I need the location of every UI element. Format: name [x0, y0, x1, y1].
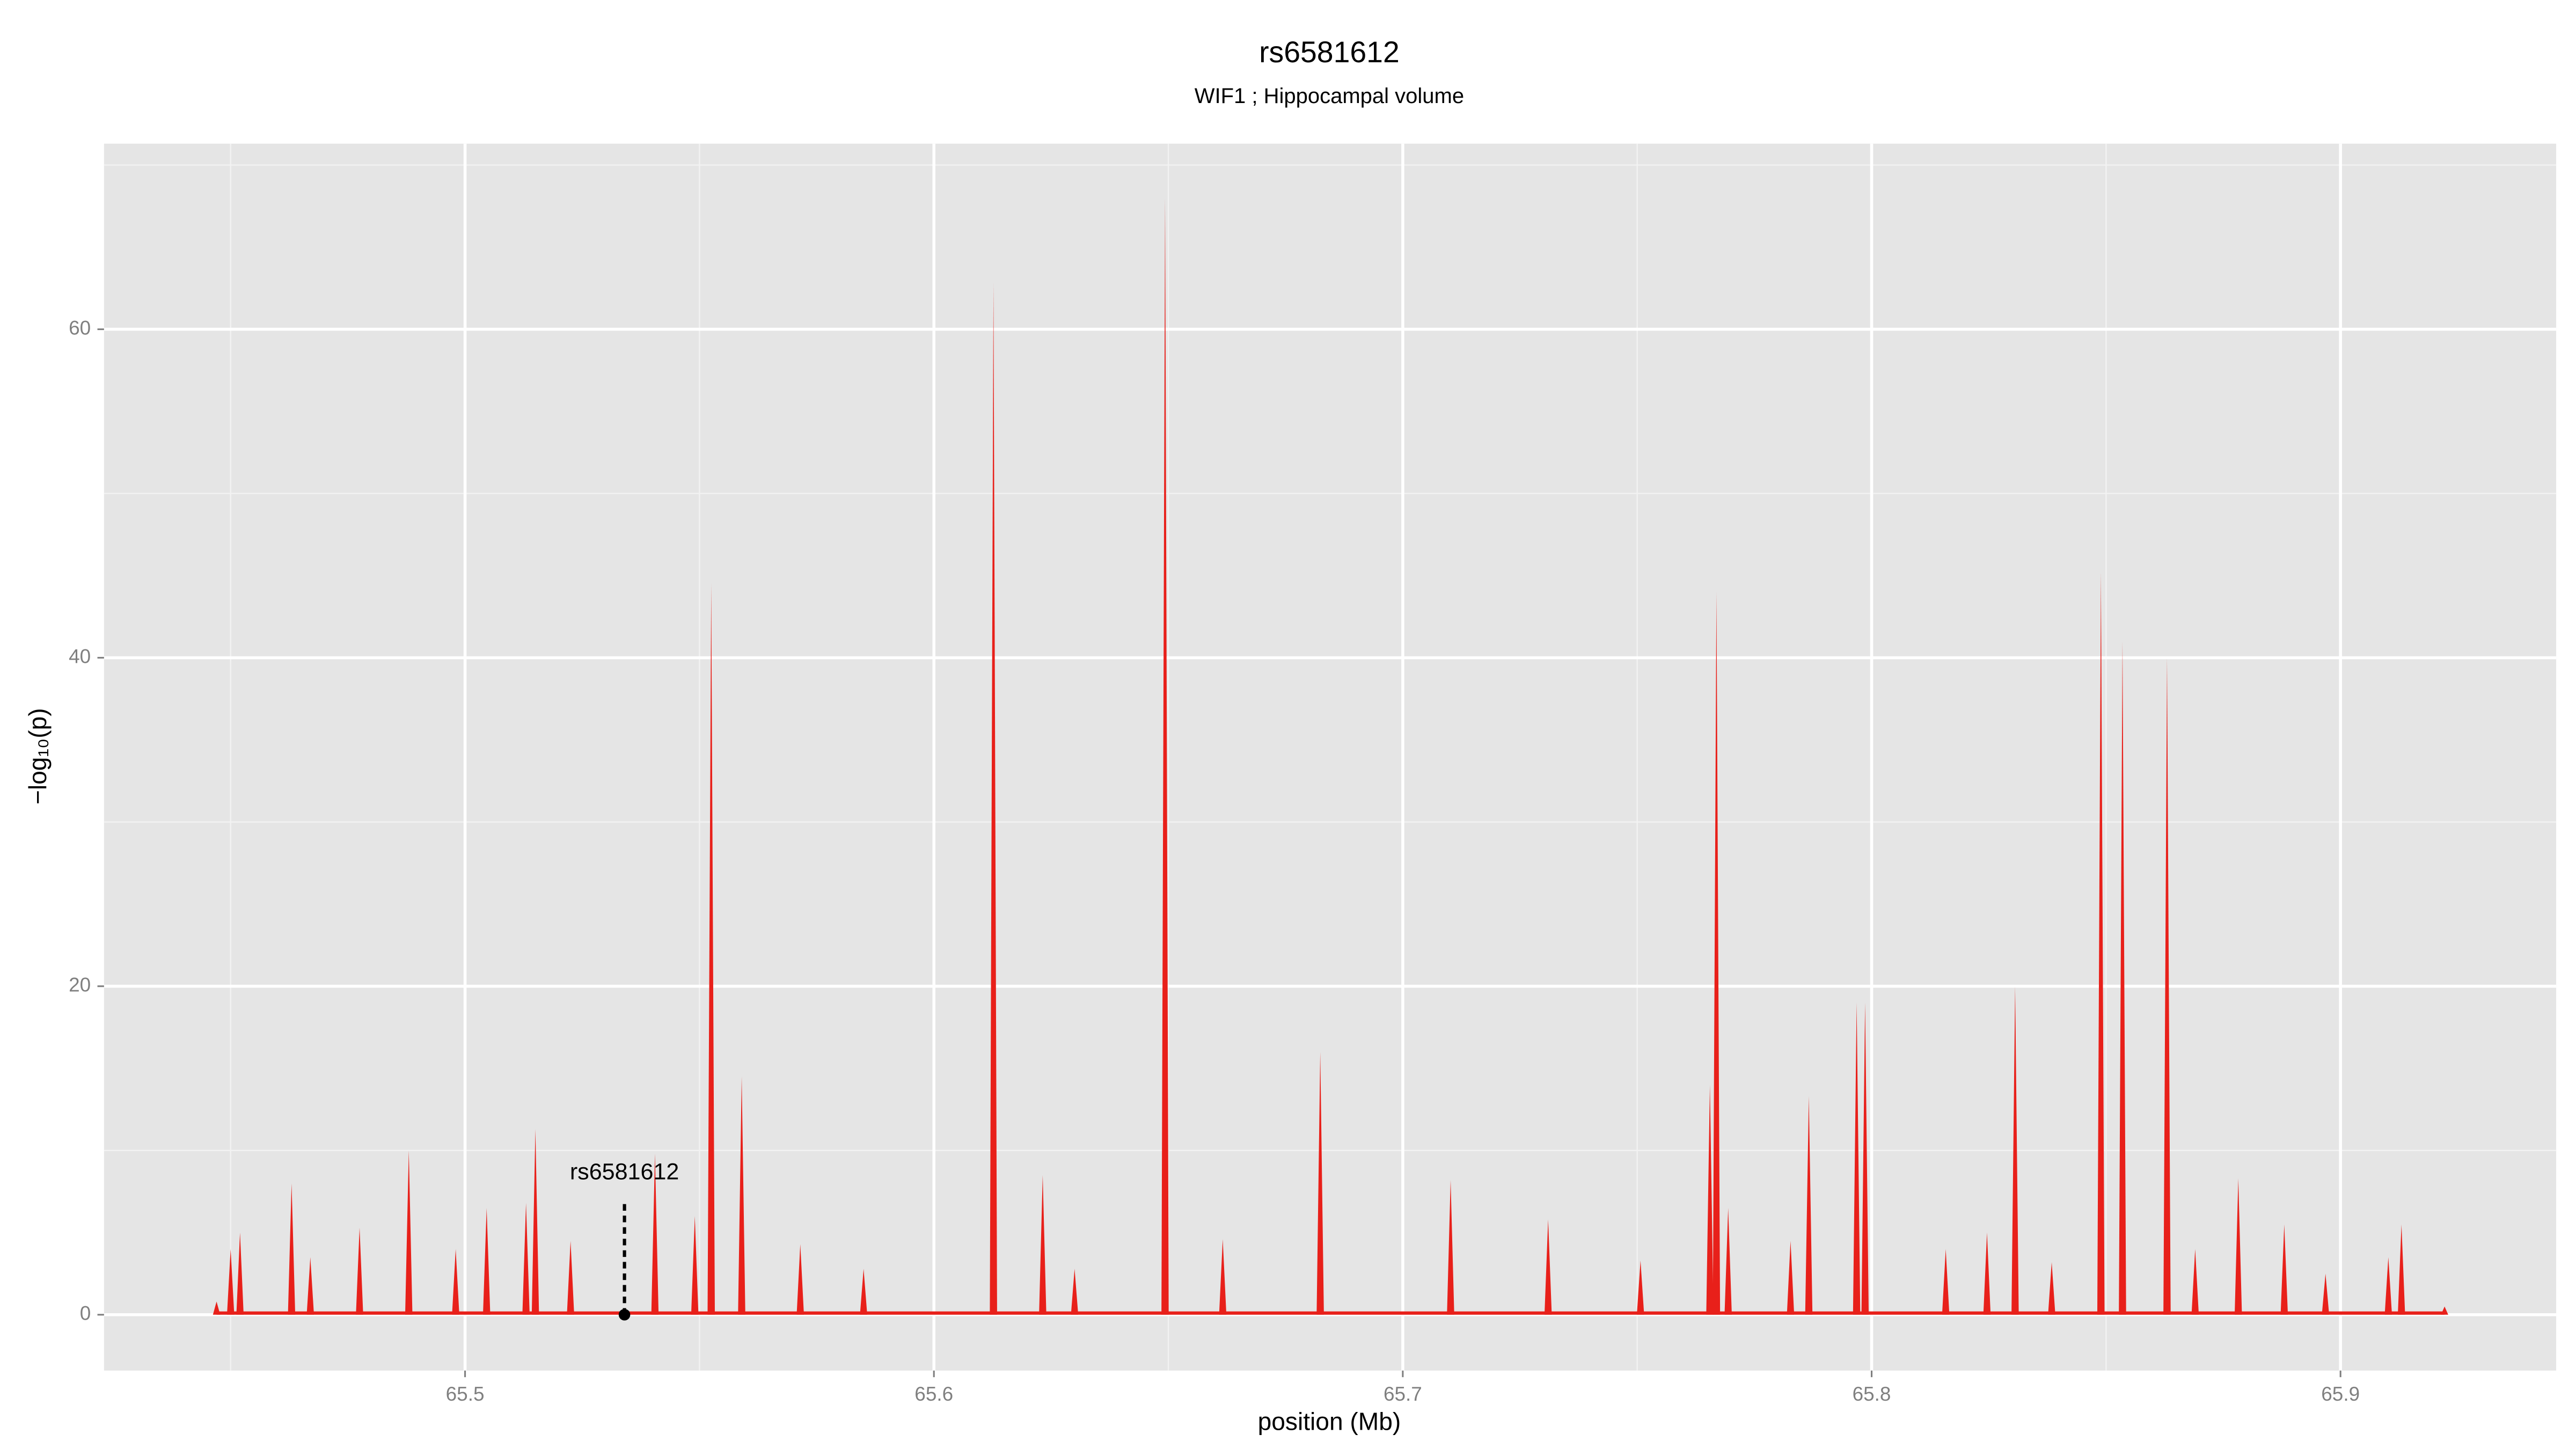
x-axis-label: position (Mb) — [1258, 1407, 1401, 1435]
spike — [226, 1249, 235, 1315]
y-tick-label: 60 — [69, 317, 91, 339]
spike — [691, 1216, 699, 1315]
spike — [990, 283, 997, 1315]
spike — [2384, 1257, 2392, 1315]
x-tick-label: 65.5 — [446, 1383, 485, 1405]
spike — [405, 1150, 413, 1315]
spike — [1724, 1208, 1732, 1315]
spike — [1637, 1260, 1644, 1315]
spike — [1039, 1175, 1046, 1315]
spike — [2097, 572, 2105, 1315]
spike — [2011, 986, 2019, 1315]
y-tick-label: 40 — [69, 645, 91, 667]
spike — [1219, 1239, 1227, 1315]
spike — [707, 583, 715, 1315]
spike — [531, 1129, 539, 1315]
spike — [288, 1183, 296, 1315]
spike — [1706, 1085, 1714, 1315]
x-tick-label: 65.6 — [914, 1383, 953, 1405]
spike — [2191, 1249, 2199, 1315]
spike — [1983, 1232, 1991, 1315]
spike — [306, 1257, 314, 1315]
spike — [1805, 1096, 1813, 1315]
spike — [1861, 1002, 1869, 1315]
spike — [236, 1232, 244, 1315]
x-tick-label: 65.9 — [2321, 1383, 2360, 1405]
plot-background — [104, 143, 2557, 1371]
spike — [2234, 1178, 2242, 1315]
spike — [796, 1244, 804, 1315]
spike — [1544, 1219, 1552, 1315]
spike — [2398, 1224, 2405, 1315]
annotation-label: rs6581612 — [570, 1159, 679, 1185]
spike — [452, 1249, 459, 1315]
y-axis-label: −log₁₀(p) — [24, 708, 52, 804]
chart-title: rs6581612 — [1259, 35, 1400, 69]
spike — [860, 1269, 867, 1315]
spike — [1853, 1002, 1861, 1315]
y-tick-label: 0 — [80, 1302, 91, 1324]
spike — [2048, 1262, 2055, 1315]
spike — [651, 1153, 659, 1315]
spike — [1071, 1269, 1079, 1315]
chart-subtitle: WIF1 ; Hippocampal volume — [1195, 84, 1464, 108]
y-tick-label: 20 — [69, 974, 91, 996]
spike — [1161, 197, 1169, 1315]
spike — [1316, 1052, 1324, 1315]
spike — [738, 1077, 745, 1315]
annotation-point — [618, 1309, 631, 1321]
spike — [482, 1208, 491, 1315]
spike — [2119, 641, 2126, 1315]
spike — [1447, 1180, 1454, 1315]
spike — [1787, 1241, 1795, 1315]
x-tick-label: 65.8 — [1853, 1383, 1891, 1405]
spike — [213, 1301, 221, 1315]
spike — [2322, 1274, 2330, 1315]
spike — [2280, 1224, 2288, 1315]
spike — [2163, 657, 2171, 1315]
baseline-band — [216, 1311, 2445, 1315]
spike — [567, 1241, 574, 1315]
spike — [1942, 1249, 1950, 1315]
spike — [2441, 1306, 2448, 1315]
spike — [356, 1227, 363, 1315]
spike — [522, 1203, 530, 1315]
spike — [1713, 592, 1721, 1315]
x-tick-label: 65.7 — [1384, 1383, 1422, 1405]
